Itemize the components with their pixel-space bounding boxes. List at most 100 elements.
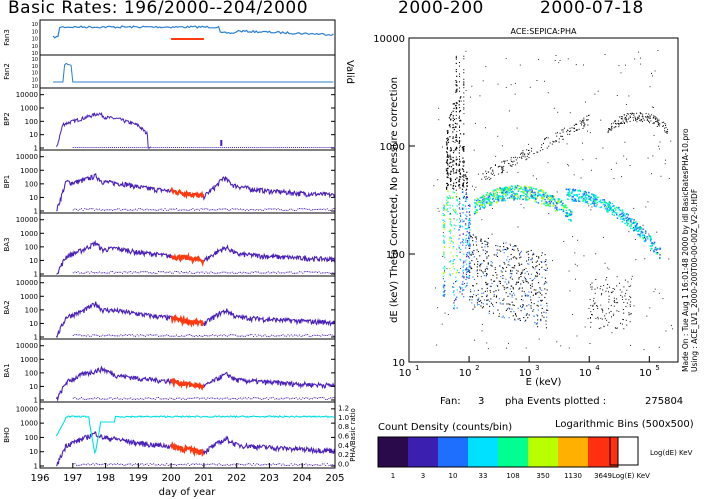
scatter-point bbox=[519, 195, 522, 197]
scatter-point bbox=[512, 161, 514, 163]
floor-dot bbox=[169, 208, 171, 210]
scatter-point bbox=[491, 265, 493, 267]
floor-dot bbox=[96, 147, 98, 148]
scatter-point bbox=[495, 155, 497, 157]
floor-dot bbox=[202, 335, 204, 337]
scatter-point bbox=[551, 199, 554, 202]
scatter-point bbox=[652, 249, 655, 252]
scatter-point bbox=[459, 197, 460, 199]
floor-dot bbox=[107, 464, 109, 466]
scatter-point bbox=[446, 202, 448, 204]
scatter-point bbox=[455, 272, 457, 274]
scatter-point bbox=[592, 309, 594, 310]
floor-dot bbox=[105, 272, 107, 274]
scatter-point bbox=[634, 224, 636, 227]
scatter-point bbox=[622, 318, 624, 320]
scatter-point bbox=[621, 122, 622, 124]
scatter-point bbox=[547, 162, 549, 164]
scatter-point bbox=[581, 196, 583, 199]
scatter-point bbox=[520, 272, 522, 274]
floor-dot bbox=[320, 464, 322, 466]
floor-dot bbox=[253, 271, 255, 273]
floor-dot bbox=[248, 397, 250, 399]
scatter-point bbox=[621, 118, 622, 120]
scatter-point bbox=[485, 201, 487, 203]
scatter-point bbox=[619, 116, 621, 118]
floor-dot bbox=[303, 398, 305, 400]
floor-dot bbox=[315, 397, 317, 399]
floor-dot bbox=[118, 147, 120, 148]
scatter-point bbox=[624, 295, 626, 297]
floor-dot bbox=[203, 272, 205, 274]
scatter-point bbox=[527, 253, 529, 255]
scatter-point bbox=[455, 126, 457, 128]
scatter-point bbox=[449, 115, 451, 117]
scatter-point bbox=[517, 157, 519, 159]
scatter-point bbox=[583, 194, 585, 196]
scatter-point bbox=[463, 182, 465, 184]
floor-dot bbox=[238, 463, 240, 465]
scatter-point bbox=[536, 197, 538, 199]
scatter-point bbox=[504, 263, 506, 265]
scatter-point bbox=[524, 189, 526, 191]
scatter-point bbox=[476, 283, 478, 285]
scatter-point bbox=[536, 273, 538, 275]
scatter-point bbox=[523, 291, 525, 293]
scatter-point bbox=[511, 291, 513, 293]
floor-dot bbox=[151, 147, 153, 148]
scatter-point bbox=[579, 120, 581, 122]
scatter-point bbox=[471, 296, 473, 298]
scatter-point bbox=[594, 200, 596, 203]
scatter-point bbox=[511, 197, 513, 199]
scatter-point bbox=[572, 189, 574, 191]
scatter-point bbox=[459, 221, 461, 223]
scatter-point bbox=[565, 209, 567, 212]
scatter-point bbox=[656, 126, 658, 127]
scatter-point bbox=[484, 250, 486, 252]
scatter-point bbox=[517, 188, 519, 191]
floor-dot bbox=[322, 147, 324, 148]
floor-dot bbox=[180, 147, 182, 148]
scatter-point bbox=[526, 191, 528, 193]
scatter-point bbox=[446, 199, 448, 201]
scatter-point bbox=[641, 231, 643, 234]
floor-dot bbox=[90, 208, 92, 210]
scatter-point bbox=[587, 124, 589, 126]
scatter-point bbox=[630, 344, 631, 346]
floor-dot bbox=[331, 334, 333, 336]
scatter-point bbox=[568, 195, 570, 197]
floor-dot bbox=[125, 464, 127, 466]
floor-dot bbox=[318, 397, 320, 399]
scatter-point bbox=[496, 194, 499, 196]
scatter-point bbox=[523, 304, 525, 306]
scatter-point bbox=[554, 141, 556, 143]
scatter-point bbox=[583, 126, 585, 128]
scatter-point bbox=[662, 125, 664, 127]
floor-dot bbox=[303, 464, 305, 466]
scatter-point bbox=[654, 246, 657, 249]
scatter-point bbox=[450, 237, 452, 239]
floor-dot bbox=[277, 271, 279, 273]
scatter-point bbox=[526, 260, 528, 262]
scatter-point bbox=[487, 202, 489, 204]
scatter-point bbox=[463, 220, 465, 222]
scatter-point bbox=[495, 245, 497, 247]
scatter-point bbox=[486, 198, 489, 201]
y-tick-label: 10000 bbox=[16, 342, 38, 350]
scatter-point bbox=[449, 197, 451, 200]
scatter-point bbox=[452, 161, 454, 163]
scatter-point bbox=[657, 248, 659, 250]
scatter-point bbox=[642, 234, 644, 236]
scatter-point bbox=[460, 100, 462, 102]
scatter-point bbox=[620, 294, 622, 296]
floor-dot bbox=[293, 147, 295, 148]
scatter-point bbox=[450, 179, 452, 181]
scatter-point bbox=[481, 196, 483, 198]
scatter-point bbox=[461, 168, 464, 170]
scatter-point bbox=[626, 115, 628, 117]
scatter-point bbox=[541, 276, 543, 278]
bho-highlight bbox=[170, 441, 205, 458]
